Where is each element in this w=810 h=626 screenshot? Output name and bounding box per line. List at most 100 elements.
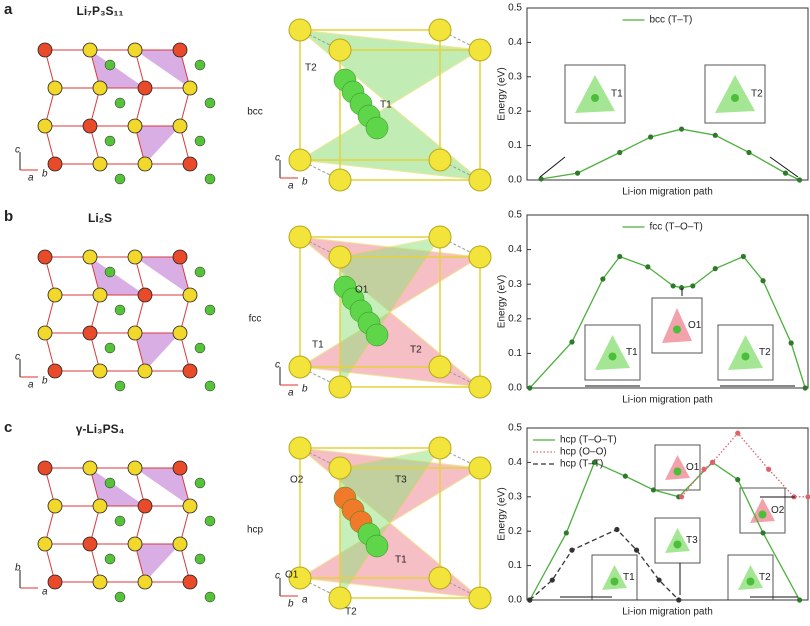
- axis-letter: a: [28, 380, 34, 391]
- atom: [104, 553, 116, 565]
- atom: [92, 156, 108, 172]
- atom: [37, 325, 53, 341]
- series-line: [681, 432, 808, 498]
- site-label: T1: [380, 100, 392, 111]
- data-point: [527, 385, 533, 391]
- data-point: [538, 176, 544, 182]
- atom: [365, 534, 389, 558]
- atom: [328, 38, 352, 62]
- atom: [92, 363, 108, 379]
- atom: [172, 42, 188, 58]
- data-point: [712, 266, 718, 272]
- atom: [204, 591, 216, 603]
- atom: [114, 515, 126, 527]
- panel-label: a: [4, 1, 13, 18]
- data-point: [574, 170, 581, 176]
- atom: [288, 436, 312, 460]
- atom: [172, 325, 188, 341]
- data-point: [735, 477, 741, 483]
- x-axis-label: Li-ion migration path: [622, 607, 713, 618]
- y-axis-label: Energy (eV): [497, 275, 508, 328]
- data-point: [591, 459, 598, 465]
- atom: [137, 498, 153, 514]
- atom: [114, 173, 126, 185]
- axis-letter: a: [288, 181, 294, 192]
- atom: [104, 135, 116, 147]
- structure-title: γ-Li₃PS₄: [76, 422, 125, 436]
- atom: [47, 156, 63, 172]
- atom: [114, 304, 126, 316]
- inset-atom: [746, 577, 755, 586]
- y-tick-label: 0.0: [508, 175, 522, 186]
- atom: [194, 266, 206, 278]
- atom: [288, 566, 312, 590]
- atom: [127, 536, 143, 552]
- y-tick-label: 0.1: [508, 560, 522, 571]
- atom: [82, 325, 98, 341]
- plot-frame: [526, 214, 809, 389]
- data-point: [788, 340, 794, 346]
- data-point: [766, 466, 772, 472]
- polyhedron: [135, 544, 180, 582]
- data-point: [740, 253, 746, 260]
- atom: [328, 456, 352, 480]
- atom: [92, 574, 108, 590]
- data-point: [796, 177, 803, 183]
- data-point: [678, 285, 685, 291]
- atom: [92, 287, 108, 303]
- atom: [288, 148, 312, 172]
- data-point: [796, 597, 803, 603]
- atom: [172, 249, 188, 265]
- atom: [328, 375, 352, 399]
- lattice-label: hcp: [247, 525, 264, 536]
- atom: [47, 498, 63, 514]
- plot-frame: [526, 427, 809, 601]
- plot-frame: [526, 7, 809, 181]
- atom: [47, 80, 63, 96]
- data-point: [690, 283, 696, 289]
- inset-label: T1: [611, 89, 623, 100]
- atom: [37, 460, 53, 476]
- y-tick-label: 0.3: [508, 279, 522, 290]
- atom: [37, 42, 53, 58]
- polyhedron: [135, 333, 180, 371]
- atom: [194, 59, 206, 71]
- inset: [654, 517, 701, 564]
- x-axis-label: Li-ion migration path: [622, 395, 713, 406]
- atom: [194, 477, 206, 489]
- y-axis-label: Energy (eV): [497, 487, 508, 540]
- atom: [288, 225, 312, 249]
- legend-label: hcp (O–O): [560, 447, 607, 458]
- x-axis-label: Li-ion migration path: [622, 187, 713, 198]
- atom: [428, 148, 452, 172]
- polyhedron: [135, 126, 180, 164]
- atom: [204, 173, 216, 185]
- y-tick-label: 0.2: [508, 526, 522, 537]
- atom: [104, 266, 116, 278]
- axis-letter: a: [302, 595, 308, 606]
- atom: [104, 342, 116, 354]
- y-tick-label: 0.0: [508, 383, 522, 394]
- legend-label: fcc (T–O–T): [650, 222, 703, 233]
- atom: [172, 536, 188, 552]
- y-tick-label: 0.5: [508, 210, 522, 221]
- atom: [127, 118, 143, 134]
- data-point: [527, 597, 533, 603]
- atom: [92, 80, 108, 96]
- atom: [428, 436, 452, 460]
- axis-letter: b: [302, 384, 308, 395]
- series-line: [529, 461, 801, 601]
- polyhedron: [90, 50, 145, 88]
- polyhedron: [135, 257, 190, 295]
- atom: [137, 574, 153, 590]
- atom: [428, 566, 452, 590]
- y-tick-label: 0.5: [508, 3, 522, 14]
- panel-label: b: [4, 208, 13, 225]
- atom: [104, 477, 116, 489]
- atom: [365, 323, 389, 347]
- atom: [428, 18, 452, 42]
- site-label: O2: [290, 475, 304, 486]
- atom: [182, 363, 198, 379]
- lattice-label: bcc: [247, 107, 263, 118]
